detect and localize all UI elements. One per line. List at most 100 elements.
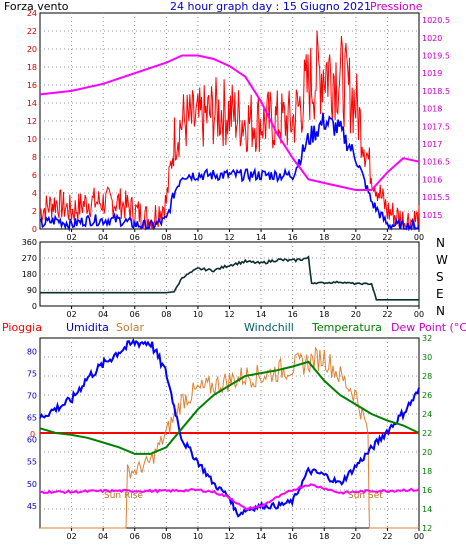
x-tick-label: 18 [319,532,329,541]
y-left-tick-label: 80 [27,347,37,356]
x-tick-label: 00 [414,233,424,242]
y-left-tick-label: 45 [27,502,37,511]
panel-wind-x-ticks: 02 04 06 08 10 12 14 16 18 20 22 00 [66,229,424,242]
y-right-tick-label: 16 [422,486,432,495]
x-tick-label: 02 [66,233,76,242]
y-left-tick-label: 90 [27,286,37,295]
y-right-tick-label: 1017 [422,140,442,149]
x-tick-label: 20 [351,532,361,541]
series-forza-vento [39,30,420,231]
panel-direction-series [40,255,419,301]
y-left-tick-label: 180 [22,270,37,279]
header-right: Pressione [370,0,423,13]
series-dew-point [39,483,420,511]
y-right-tick-label: 12 [422,524,432,533]
x-tick-label: 22 [382,233,392,242]
series-direzione [40,255,419,301]
x-tick-label: 04 [98,532,108,541]
x-tick-label: 22 [382,310,392,319]
x-tick-label: 14 [256,233,266,242]
y-right-tick-label: 14 [422,505,432,514]
cardinal-label: N [436,236,445,250]
y-left-tick-label: 6 [32,171,37,180]
y-right-tick-label: 1020 [422,34,442,43]
x-tick-label: 16 [288,233,298,242]
y-right-tick-label: 1016.5 [422,158,450,167]
y-right-tick-label: 1016 [422,175,442,184]
x-tick-label: 18 [319,310,329,319]
y-right-tick-label: 18 [422,467,432,476]
x-tick-label: 00 [414,310,424,319]
cardinal-label: E [436,287,444,301]
y-left-tick-label: 10 [27,135,37,144]
y-left-tick-label: 8 [32,153,37,162]
panel-wind-series [39,30,420,232]
x-tick-label: 20 [351,310,361,319]
x-tick-label: 12 [224,233,234,242]
cardinal-label: W [436,253,448,267]
x-tick-label: 12 [224,532,234,541]
y-left-tick-label: 360 [22,238,37,247]
y-right-tick-label: 1015.5 [422,193,450,202]
y-right-tick-label: 1015 [422,211,442,220]
legend-temperatura: Temperatura [311,321,382,334]
y-left-tick-label: 12 [27,117,37,126]
y-right-tick-label: 28 [422,372,432,381]
rain-zero-label: 0 [30,430,35,439]
series-temperatura [39,360,420,455]
x-tick-label: 02 [66,532,76,541]
y-right-tick-label: 1017.5 [422,122,450,131]
panel-direction-grid [40,242,419,306]
y-left-tick-label: 0 [32,225,37,234]
y-left-tick-label: 70 [27,391,37,400]
x-tick-label: 06 [130,310,140,319]
y-right-tick-label: 26 [422,391,432,400]
y-left-tick-label: 50 [27,480,37,489]
panel-wind-right-ticks: 1015 1015.5 1016 1016.5 1017 1017.5 1018 1018.5… [422,16,450,220]
panel-temp-x-ticks: 02 04 06 08 10 12 14 16 18 20 22 00 [66,528,424,541]
y-left-tick-label: 20 [27,45,37,54]
y-left-tick-label: 55 [27,458,37,467]
header-left: Forza vento [4,0,69,13]
x-tick-label: 10 [193,532,203,541]
sun-rise-label: Sun Rise [104,491,143,501]
cardinal-label: N [436,304,445,318]
x-tick-label: 08 [161,532,171,541]
y-left-tick-label: 75 [27,369,37,378]
x-tick-label: 06 [130,532,140,541]
panel-direction-x-ticks: 02 04 06 08 10 12 14 16 18 20 22 00 [66,306,424,319]
cardinal-label: S [436,270,444,284]
x-tick-label: 04 [98,233,108,242]
header-center: 24 hour graph day : 15 Giugno 2021 [170,0,371,13]
legend-pioggia: Pioggia [2,321,42,334]
panel-direction-left-ticks: 0 90 180 270 360 [22,238,37,311]
legend-dewpoint: Dew Point (°C) [391,321,466,334]
x-tick-label: 06 [130,233,140,242]
x-tick-label: 14 [256,310,266,319]
panel-temp-right-ticks: 12 14 16 18 20 22 24 26 28 30 32 [422,334,432,533]
x-tick-label: 22 [382,532,392,541]
y-left-tick-label: 24 [27,9,37,18]
x-tick-label: 12 [224,310,234,319]
y-left-tick-label: 270 [22,254,37,263]
y-left-tick-label: 14 [27,99,37,108]
y-right-tick-label: 1018.5 [422,87,450,96]
y-left-tick-label: 60 [27,436,37,445]
y-left-tick-label: 22 [27,27,37,36]
y-right-tick-label: 30 [422,353,432,362]
legend-solar: Solar [116,321,145,334]
y-left-tick-label: 4 [32,189,37,198]
y-left-tick-label: 0 [32,302,37,311]
y-left-tick-label: 16 [27,81,37,90]
legend-umidita: Umidita [66,321,109,334]
x-tick-label: 10 [193,233,203,242]
y-right-tick-label: 1020.5 [422,16,450,25]
x-tick-label: 04 [98,310,108,319]
x-tick-label: 14 [256,532,266,541]
y-left-tick-label: 65 [27,414,37,423]
sun-set-label: Sun Set [348,491,383,501]
y-right-tick-label: 20 [422,448,432,457]
